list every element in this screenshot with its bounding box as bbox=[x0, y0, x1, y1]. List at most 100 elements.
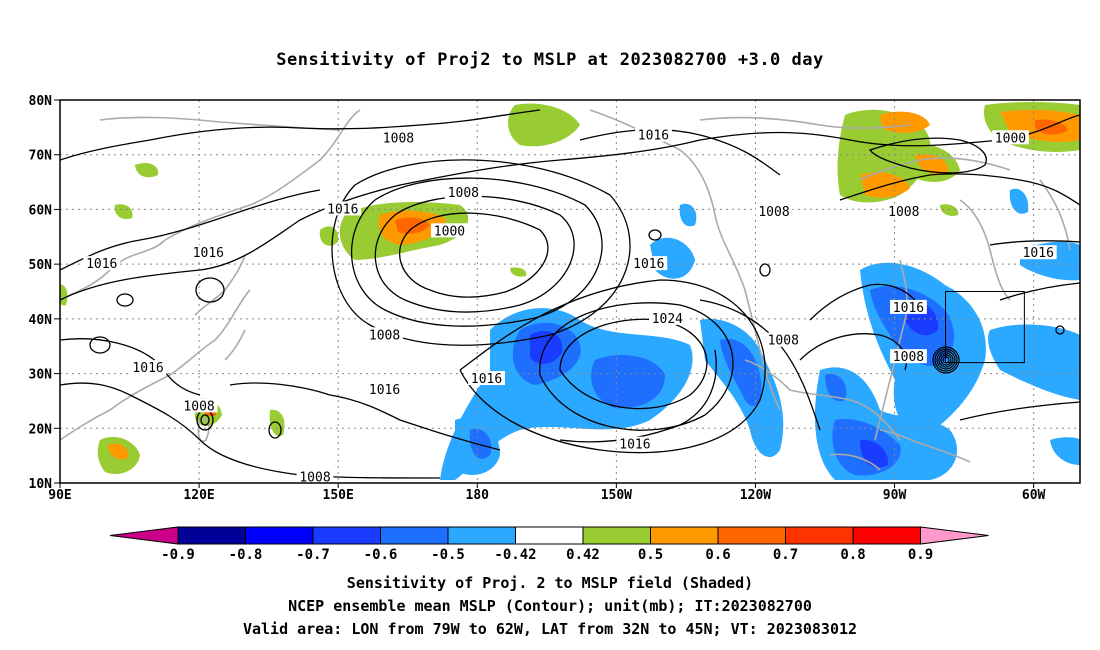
contour-label: 1016 bbox=[638, 129, 669, 144]
shaded-region bbox=[1009, 188, 1029, 214]
valid-area-rectangle bbox=[945, 291, 1025, 364]
contour-label-bg bbox=[431, 223, 468, 238]
contour-label: 1008 bbox=[183, 399, 214, 414]
map-frame bbox=[59, 99, 1081, 484]
contour-label: 1016 bbox=[369, 383, 400, 398]
contour-label: 1000 bbox=[434, 224, 465, 239]
shaded-region bbox=[508, 103, 580, 147]
shaded-region bbox=[440, 308, 693, 480]
colorbar-segment bbox=[447, 526, 516, 545]
contour-label: 1008 bbox=[299, 471, 330, 486]
mslp-contour bbox=[195, 277, 225, 303]
shaded-region bbox=[940, 204, 959, 216]
contour-label-bg bbox=[180, 398, 218, 413]
contour-label: 1008 bbox=[448, 186, 479, 201]
mslp-contour bbox=[989, 240, 1080, 246]
longitude-tick-label: 150E bbox=[323, 488, 354, 503]
mslp-contour bbox=[839, 173, 1080, 206]
colorbar-segment bbox=[785, 526, 854, 545]
shaded-region bbox=[469, 429, 492, 459]
shaded-region bbox=[591, 355, 665, 409]
contour-label: 1008 bbox=[369, 328, 400, 343]
contour-label-bg bbox=[755, 204, 793, 219]
mslp-contour bbox=[60, 382, 441, 479]
shaded-region bbox=[135, 163, 159, 178]
colorbar-label: 0.8 bbox=[840, 547, 865, 563]
mslp-contour bbox=[759, 263, 771, 277]
longitude-tick-label: 150W bbox=[601, 488, 632, 503]
contour-label: 1008 bbox=[768, 334, 799, 349]
mslp-contour bbox=[268, 421, 282, 439]
contour-label: 1016 bbox=[327, 202, 358, 217]
coastline bbox=[589, 109, 781, 411]
contour-label-bg bbox=[444, 185, 482, 200]
shaded-region bbox=[108, 443, 129, 460]
colorbar-segment bbox=[380, 526, 449, 545]
coastline bbox=[959, 199, 1011, 301]
coastline bbox=[879, 429, 971, 463]
mslp-contour bbox=[60, 114, 1080, 301]
contour-label-bg bbox=[366, 381, 403, 396]
mslp-contour bbox=[60, 109, 541, 161]
latitude-labels: 80N 70N 60N 50N 40N 30N 20N 10N bbox=[29, 94, 60, 492]
mslp-contour bbox=[559, 349, 717, 443]
colorbar-high-extension bbox=[920, 526, 989, 545]
mslp-contour bbox=[579, 128, 781, 176]
contour-label-bg bbox=[630, 256, 668, 271]
longitude-tick-label: 120E bbox=[183, 488, 214, 503]
shaded-region bbox=[319, 226, 339, 246]
longitude-tick-label: 120W bbox=[740, 488, 771, 503]
contour-label-bg bbox=[83, 256, 121, 271]
contour-labels: 1008 1016 1000 1008 1016 1008 1008 1000 1016 1016… bbox=[83, 127, 1057, 486]
latitude-tick-label: 80N bbox=[29, 94, 53, 109]
colorbar-segment bbox=[650, 526, 719, 545]
colorbar-label: 0.42 bbox=[566, 547, 600, 563]
mslp-contour bbox=[559, 318, 708, 410]
colorbar-label: 0.9 bbox=[908, 547, 933, 563]
shaded-region bbox=[880, 111, 930, 133]
contour-label: 1024 bbox=[652, 312, 683, 327]
mslp-contour bbox=[116, 293, 134, 307]
contour-label-bg bbox=[129, 360, 167, 375]
longitude-tick-label: 90E bbox=[48, 488, 71, 503]
coastline bbox=[744, 359, 901, 441]
shaded-region bbox=[988, 324, 1080, 400]
caption-valid-area: Valid area: LON from 79W to 62W, LAT fro… bbox=[242, 620, 858, 638]
colorbar-segment bbox=[515, 526, 584, 545]
contour-label: 1016 bbox=[86, 257, 117, 272]
longitude-tick-label: 90W bbox=[883, 488, 907, 503]
contour-label-bg bbox=[468, 371, 505, 386]
contour-label: 1008 bbox=[758, 205, 789, 220]
coastline bbox=[194, 254, 246, 316]
mslp-contour bbox=[959, 401, 1080, 421]
contour-label: 1016 bbox=[893, 301, 924, 316]
mslp-contours bbox=[60, 109, 1080, 479]
shaded-region bbox=[1035, 119, 1068, 135]
contour-label: 1016 bbox=[619, 438, 650, 453]
longitude-tick-label: 180 bbox=[466, 488, 490, 503]
contour-label-bg bbox=[380, 130, 417, 145]
plot-title: Sensitivity of Proj2 to MSLP at 20230827… bbox=[276, 50, 824, 70]
mslp-contour bbox=[350, 177, 603, 327]
shaded-region bbox=[395, 217, 430, 234]
contour-label: 1000 bbox=[995, 131, 1026, 146]
coastline bbox=[224, 329, 246, 361]
contour-label-bg bbox=[366, 327, 403, 342]
colorbar-label: -0.9 bbox=[161, 547, 195, 563]
shaded-region bbox=[510, 267, 527, 277]
mslp-contour bbox=[399, 212, 549, 298]
coastline bbox=[197, 418, 210, 442]
colorbar-segment bbox=[312, 526, 381, 545]
latitude-tick-label: 20N bbox=[29, 422, 53, 437]
colorbar-label: -0.5 bbox=[431, 547, 465, 563]
latitude-tick-label: 70N bbox=[29, 149, 53, 164]
colorbar-low-extension bbox=[109, 526, 179, 545]
contour-label-bg bbox=[885, 204, 923, 219]
contour-label-bg bbox=[890, 299, 927, 314]
colorbar: -0.9 -0.8 -0.7 -0.6 -0.5 -0.42 0.42 0.5 0.6 0.7 0.… bbox=[109, 526, 989, 563]
latitude-tick-label: 60N bbox=[29, 203, 53, 218]
colorbar-label: -0.7 bbox=[296, 547, 330, 563]
colorbar-segment bbox=[245, 526, 314, 545]
contour-label-bg bbox=[324, 201, 362, 216]
latitude-tick-label: 10N bbox=[29, 477, 53, 492]
